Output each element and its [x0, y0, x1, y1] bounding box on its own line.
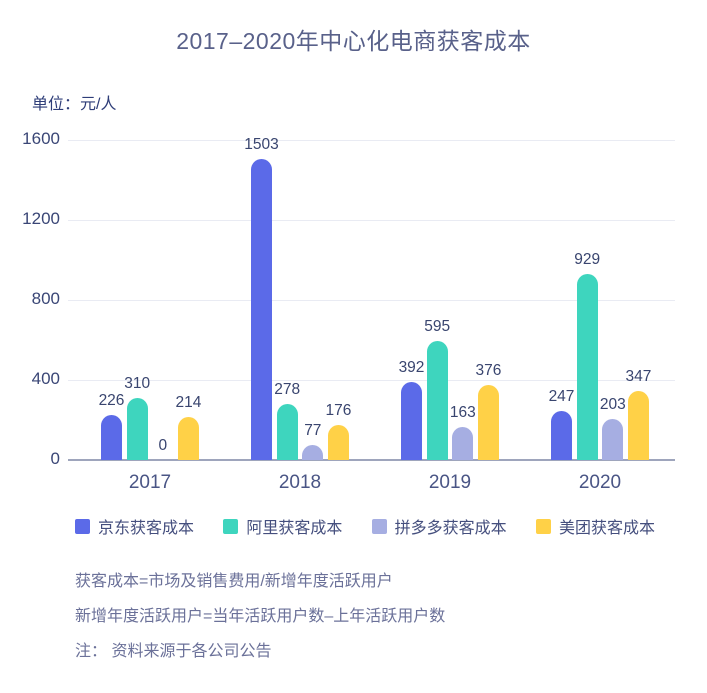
- bar-slot-阿里获客成本-2019: 595: [424, 140, 451, 460]
- bar-京东获客成本-2018[interactable]: [251, 159, 272, 460]
- bar-slot-美团获客成本-2018: 176: [325, 140, 352, 460]
- value-label-美团获客成本-2019: 376: [475, 361, 502, 379]
- bar-slot-美团获客成本-2017: 214: [175, 140, 202, 460]
- gridline-1200: [68, 219, 675, 221]
- bar-slot-阿里获客成本-2018: 278: [274, 140, 301, 460]
- bar-京东获客成本-2020[interactable]: [551, 410, 572, 460]
- bar-chart-plot-area: 0 400 800 1200 1600 226 310 0 214 1503 278 77 176 392…: [0, 129, 707, 468]
- gridline-1600: [68, 139, 675, 141]
- footnotes: 获客成本=市场及销售费用/新增年度活跃用户新增年度活跃用户=当年活跃用户数–上年…: [75, 564, 445, 669]
- value-label-拼多多获客成本-2020: 203: [599, 396, 626, 414]
- value-label-拼多多获客成本-2019: 163: [449, 404, 476, 422]
- x-tick-label-2020: 2020: [578, 472, 622, 493]
- bar-slot-阿里获客成本-2020: 929: [574, 140, 601, 460]
- value-label-拼多多获客成本-2018: 77: [304, 421, 322, 439]
- legend-swatch-icon: [535, 518, 551, 534]
- value-label-京东获客成本-2017: 226: [98, 391, 125, 409]
- value-label-京东获客成本-2020: 247: [548, 387, 575, 405]
- x-axis-line: [68, 459, 675, 461]
- legend-swatch-icon: [371, 518, 387, 534]
- bar-slot-京东获客成本-2019: 392: [398, 140, 425, 460]
- y-tick-label-0: 0: [50, 449, 60, 468]
- legend-label: 阿里获客成本: [246, 520, 343, 537]
- footnote-line-2: 新增年度活跃用户=当年活跃用户数–上年活跃用户数: [75, 608, 446, 625]
- legend-label: 美团获客成本: [558, 520, 655, 537]
- legend-swatch-icon: [223, 518, 239, 534]
- value-label-美团获客成本-2018: 176: [325, 401, 352, 419]
- legend-item-京东获客成本[interactable]: 京东获客成本: [75, 514, 194, 538]
- y-tick-label-800: 800: [31, 289, 60, 308]
- bar-美团获客成本-2017[interactable]: [177, 417, 199, 460]
- value-label-阿里获客成本-2019: 595: [424, 318, 451, 335]
- bar-京东获客成本-2017[interactable]: [101, 414, 122, 460]
- bar-slot-京东获客成本-2017: 226: [98, 140, 125, 460]
- unit-label: 单位：元/人: [32, 96, 117, 113]
- x-tick-label-2017: 2017: [128, 472, 172, 493]
- bar-slot-京东获客成本-2020: 247: [548, 140, 575, 460]
- bar-group-2020: 247 929 203 347: [548, 140, 652, 460]
- legend-item-阿里获客成本[interactable]: 阿里获客成本: [223, 514, 342, 538]
- bar-拼多多获客成本-2019[interactable]: [452, 427, 474, 460]
- chart-title: 2017–2020年中心化电商获客成本: [176, 28, 531, 54]
- value-label-京东获客成本-2018: 1503: [244, 136, 279, 154]
- value-label-美团获客成本-2017: 214: [175, 394, 202, 412]
- gridline-400: [68, 379, 675, 381]
- bar-拼多多获客成本-2018[interactable]: [302, 444, 324, 460]
- x-tick-label-2019: 2019: [428, 472, 472, 493]
- bar-阿里获客成本-2018[interactable]: [276, 404, 298, 460]
- y-tick-label-1200: 1200: [22, 209, 60, 228]
- bar-slot-拼多多获客成本-2019: 163: [449, 140, 476, 460]
- legend-item-拼多多获客成本[interactable]: 拼多多获客成本: [371, 514, 507, 538]
- bar-slot-拼多多获客成本-2017: 0: [152, 140, 173, 460]
- bar-group-2018: 1503 278 77 176: [244, 136, 352, 460]
- legend-label: 京东获客成本: [98, 520, 195, 537]
- bar-slot-美团获客成本-2020: 347: [625, 140, 652, 460]
- bar-group-2017: 226 310 0 214: [98, 140, 202, 460]
- bar-阿里获客成本-2019[interactable]: [426, 341, 448, 460]
- chart-legend: 京东获客成本 阿里获客成本 拼多多获客成本 美团获客成本: [75, 514, 655, 538]
- x-tick-label-2018: 2018: [278, 472, 322, 493]
- bar-slot-阿里获客成本-2017: 310: [124, 140, 151, 460]
- bar-slot-美团获客成本-2019: 376: [475, 140, 502, 460]
- value-label-京东获客成本-2019: 392: [398, 358, 425, 376]
- y-tick-label-1600: 1600: [22, 129, 60, 148]
- bar-slot-京东获客成本-2018: 1503: [244, 136, 279, 460]
- value-label-美团获客成本-2020: 347: [625, 367, 652, 385]
- value-label-拼多多获客成本-2017: 0: [158, 437, 168, 454]
- bar-阿里获客成本-2020[interactable]: [576, 274, 598, 460]
- legend-item-美团获客成本[interactable]: 美团获客成本: [535, 514, 655, 538]
- bar-slot-拼多多获客成本-2020: 203: [599, 140, 626, 460]
- bar-slot-拼多多获客成本-2018: 77: [302, 140, 324, 460]
- y-tick-label-400: 400: [31, 369, 60, 388]
- footnote-line-3: 注： 资料来源于各公司公告: [75, 643, 272, 660]
- bar-阿里获客成本-2017[interactable]: [126, 398, 148, 460]
- legend-swatch-icon: [75, 518, 90, 534]
- value-label-阿里获客成本-2020: 929: [574, 251, 601, 269]
- bar-美团获客成本-2019[interactable]: [477, 384, 499, 460]
- bar-拼多多获客成本-2020[interactable]: [602, 419, 624, 460]
- value-label-阿里获客成本-2017: 310: [124, 375, 151, 392]
- bar-美团获客成本-2018[interactable]: [327, 424, 349, 460]
- bar-美团获客成本-2020[interactable]: [627, 390, 649, 460]
- bar-京东获客成本-2019[interactable]: [401, 381, 422, 460]
- legend-label: 拼多多获客成本: [394, 520, 507, 537]
- gridline-800: [68, 299, 675, 301]
- footnote-line-1: 获客成本=市场及销售费用/新增年度活跃用户: [75, 573, 393, 590]
- value-label-阿里获客成本-2018: 278: [274, 381, 301, 399]
- bar-group-2019: 392 595 163 376: [398, 140, 502, 460]
